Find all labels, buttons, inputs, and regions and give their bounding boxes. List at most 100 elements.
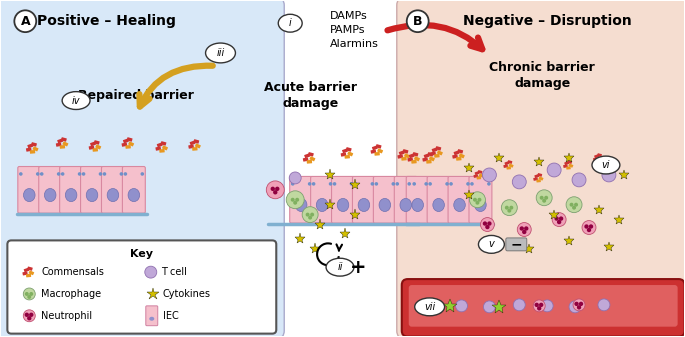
FancyBboxPatch shape: [395, 177, 417, 223]
Circle shape: [36, 172, 40, 176]
FancyBboxPatch shape: [159, 149, 164, 153]
Circle shape: [333, 182, 336, 186]
Circle shape: [289, 172, 301, 184]
FancyBboxPatch shape: [430, 152, 436, 156]
Circle shape: [573, 299, 585, 311]
Circle shape: [487, 221, 492, 226]
Circle shape: [483, 221, 487, 226]
FancyBboxPatch shape: [469, 177, 492, 223]
Ellipse shape: [45, 188, 56, 202]
Circle shape: [524, 226, 528, 231]
Text: T cell: T cell: [161, 267, 186, 277]
Circle shape: [61, 172, 64, 176]
FancyBboxPatch shape: [55, 143, 62, 147]
FancyBboxPatch shape: [427, 152, 434, 157]
Ellipse shape: [337, 198, 349, 212]
FancyBboxPatch shape: [475, 171, 480, 175]
Circle shape: [266, 181, 284, 199]
Circle shape: [412, 182, 416, 186]
FancyBboxPatch shape: [408, 157, 413, 162]
Circle shape: [425, 182, 428, 186]
Circle shape: [522, 230, 527, 234]
Circle shape: [78, 172, 82, 176]
Circle shape: [587, 228, 591, 232]
Ellipse shape: [453, 198, 465, 212]
Text: +: +: [349, 258, 366, 277]
FancyBboxPatch shape: [538, 176, 543, 181]
Circle shape: [466, 182, 470, 186]
Ellipse shape: [592, 156, 620, 174]
FancyBboxPatch shape: [0, 0, 284, 337]
Circle shape: [543, 199, 546, 203]
Circle shape: [602, 168, 616, 182]
Ellipse shape: [62, 92, 90, 110]
Circle shape: [395, 182, 399, 186]
FancyBboxPatch shape: [29, 270, 34, 275]
FancyBboxPatch shape: [448, 177, 471, 223]
FancyBboxPatch shape: [538, 173, 543, 177]
FancyBboxPatch shape: [32, 146, 38, 151]
Circle shape: [574, 203, 578, 207]
Circle shape: [512, 175, 526, 189]
Text: Chronic barrier
damage: Chronic barrier damage: [489, 61, 595, 90]
Circle shape: [429, 301, 440, 313]
Circle shape: [544, 196, 548, 200]
FancyBboxPatch shape: [353, 177, 375, 223]
FancyBboxPatch shape: [411, 160, 416, 164]
FancyBboxPatch shape: [567, 160, 572, 164]
FancyBboxPatch shape: [29, 150, 35, 154]
Circle shape: [569, 301, 581, 313]
FancyBboxPatch shape: [146, 306, 158, 326]
Circle shape: [589, 224, 593, 229]
Circle shape: [534, 303, 539, 307]
Ellipse shape: [65, 188, 77, 202]
Circle shape: [537, 306, 541, 310]
Ellipse shape: [379, 198, 390, 212]
FancyBboxPatch shape: [60, 145, 65, 149]
FancyBboxPatch shape: [436, 146, 441, 151]
Circle shape: [312, 182, 315, 186]
Circle shape: [329, 182, 332, 186]
Circle shape: [27, 295, 32, 299]
FancyBboxPatch shape: [593, 157, 598, 161]
FancyBboxPatch shape: [23, 272, 28, 275]
FancyBboxPatch shape: [101, 166, 125, 213]
Circle shape: [554, 216, 559, 221]
FancyBboxPatch shape: [403, 149, 408, 154]
FancyBboxPatch shape: [24, 268, 29, 272]
Text: Cytokines: Cytokines: [163, 289, 211, 299]
Circle shape: [392, 182, 395, 186]
FancyBboxPatch shape: [375, 152, 380, 156]
FancyBboxPatch shape: [121, 143, 127, 147]
Circle shape: [103, 172, 106, 176]
Circle shape: [540, 196, 544, 200]
FancyBboxPatch shape: [594, 154, 599, 158]
Circle shape: [572, 206, 576, 210]
Circle shape: [371, 182, 374, 186]
Circle shape: [286, 191, 304, 209]
FancyBboxPatch shape: [509, 163, 514, 168]
Circle shape: [310, 213, 314, 217]
Circle shape: [480, 218, 495, 232]
FancyBboxPatch shape: [27, 267, 33, 271]
Circle shape: [449, 182, 453, 186]
Circle shape: [23, 288, 35, 300]
FancyBboxPatch shape: [192, 147, 197, 151]
FancyBboxPatch shape: [8, 240, 276, 334]
Circle shape: [295, 198, 299, 202]
Circle shape: [19, 172, 23, 176]
FancyBboxPatch shape: [345, 155, 350, 159]
FancyBboxPatch shape: [346, 147, 351, 152]
FancyBboxPatch shape: [506, 166, 511, 170]
FancyBboxPatch shape: [409, 285, 677, 327]
Ellipse shape: [326, 258, 354, 276]
Text: v: v: [488, 239, 495, 249]
FancyBboxPatch shape: [597, 153, 602, 157]
Circle shape: [536, 190, 552, 206]
Ellipse shape: [86, 188, 98, 202]
FancyBboxPatch shape: [88, 146, 95, 150]
Ellipse shape: [358, 198, 370, 212]
Circle shape: [445, 182, 449, 186]
FancyBboxPatch shape: [128, 142, 134, 147]
FancyBboxPatch shape: [414, 156, 420, 161]
